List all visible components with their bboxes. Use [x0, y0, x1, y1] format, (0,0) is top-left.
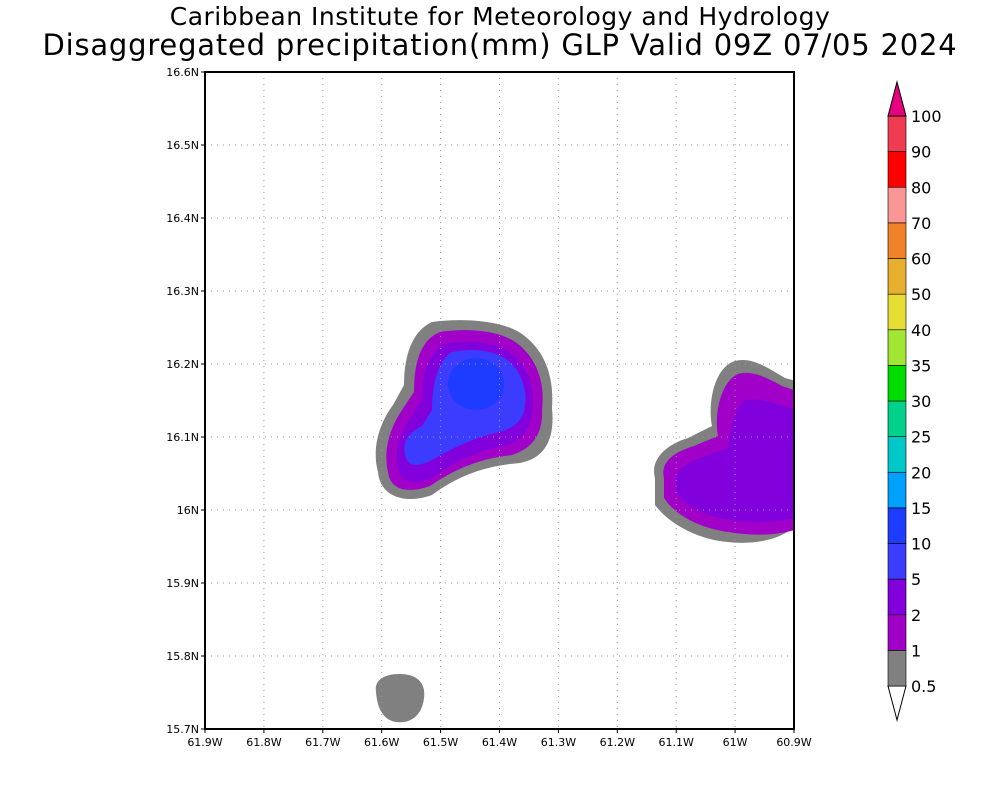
precipitation-fields — [375, 320, 794, 723]
title-block: Caribbean Institute for Meteorology and … — [0, 2, 1000, 62]
legend-swatch — [887, 400, 907, 437]
legend-swatch-above — [887, 80, 907, 117]
legend-label: 25 — [911, 428, 931, 447]
y-tick-label: 16N — [177, 504, 199, 517]
legend-label: 1 — [911, 641, 921, 660]
legend-label: 60 — [911, 250, 931, 269]
legend-swatch-below — [887, 685, 907, 722]
legend-swatch — [887, 293, 907, 331]
y-tick-label: 15.8N — [166, 650, 199, 663]
title-product: Disaggregated precipitation(mm) GLP Vali… — [42, 28, 958, 62]
legend-swatch — [887, 222, 907, 259]
legend-swatch — [887, 436, 907, 473]
legend-label: 15 — [911, 499, 931, 518]
y-tick-label: 16.5N — [166, 139, 199, 152]
legend-swatch — [887, 471, 907, 509]
y-tick-label: 16.3N — [166, 285, 199, 298]
legend-swatch — [887, 329, 907, 366]
y-tick-label: 16.4N — [166, 212, 199, 225]
x-tick-label: 61W — [723, 736, 748, 749]
legend-label: 90 — [911, 143, 931, 162]
x-tick-label: 61.4W — [482, 736, 517, 749]
y-tick-label: 15.9N — [166, 577, 199, 590]
legend-swatch — [887, 115, 907, 152]
x-tick-label: 61.2W — [600, 736, 635, 749]
longitude-axis: 61.9W 61.8W 61.7W 61.6W 61.5W 61.4W 61.3W 61.2W… — [187, 729, 812, 749]
legend-swatch — [887, 543, 907, 580]
legend-label: 80 — [911, 178, 931, 197]
latitude-axis: 15.7N 15.8N 15.9N 16N 16.1N 16.2N 16.3N 16.4N 16… — [166, 66, 205, 736]
field-east — [654, 360, 794, 543]
legend-label: 10 — [911, 535, 931, 554]
legend-swatch — [887, 650, 907, 687]
legend-swatch — [887, 186, 907, 224]
y-tick-label: 15.7N — [166, 723, 199, 736]
legend-swatch — [887, 151, 907, 188]
legend-swatch — [887, 578, 907, 616]
legend-swatch — [887, 507, 907, 544]
legend-swatch — [887, 614, 907, 651]
x-tick-label: 61.5W — [423, 736, 458, 749]
legend-label: 0.5 — [911, 677, 936, 696]
legend-label: 40 — [911, 321, 931, 340]
legend-label: 5 — [911, 570, 921, 589]
x-tick-label: 61.9W — [187, 736, 222, 749]
y-tick-label: 16.1N — [166, 431, 199, 444]
legend-label: 50 — [911, 285, 931, 304]
y-tick-label: 16.2N — [166, 358, 199, 371]
x-tick-label: 61.6W — [364, 736, 399, 749]
legend-label: 70 — [911, 214, 931, 233]
x-tick-label: 61.1W — [659, 736, 694, 749]
x-tick-label: 61.3W — [541, 736, 576, 749]
field-guadeloupe — [375, 320, 553, 500]
legend-label: 100 — [911, 107, 942, 126]
legend-swatch — [887, 258, 907, 295]
legend-label: 30 — [911, 392, 931, 411]
legend-label: 20 — [911, 463, 931, 482]
x-tick-label: 61.7W — [305, 736, 340, 749]
x-tick-label: 60.9W — [776, 736, 811, 749]
y-tick-label: 16.6N — [166, 66, 199, 79]
legend-label: 35 — [911, 356, 931, 375]
legend-swatch — [887, 365, 907, 402]
map-grid — [205, 72, 794, 729]
x-tick-label: 61.8W — [246, 736, 281, 749]
legend-label: 2 — [911, 606, 921, 625]
field-south — [375, 674, 425, 723]
title-institution: Caribbean Institute for Meteorology and … — [169, 2, 831, 31]
